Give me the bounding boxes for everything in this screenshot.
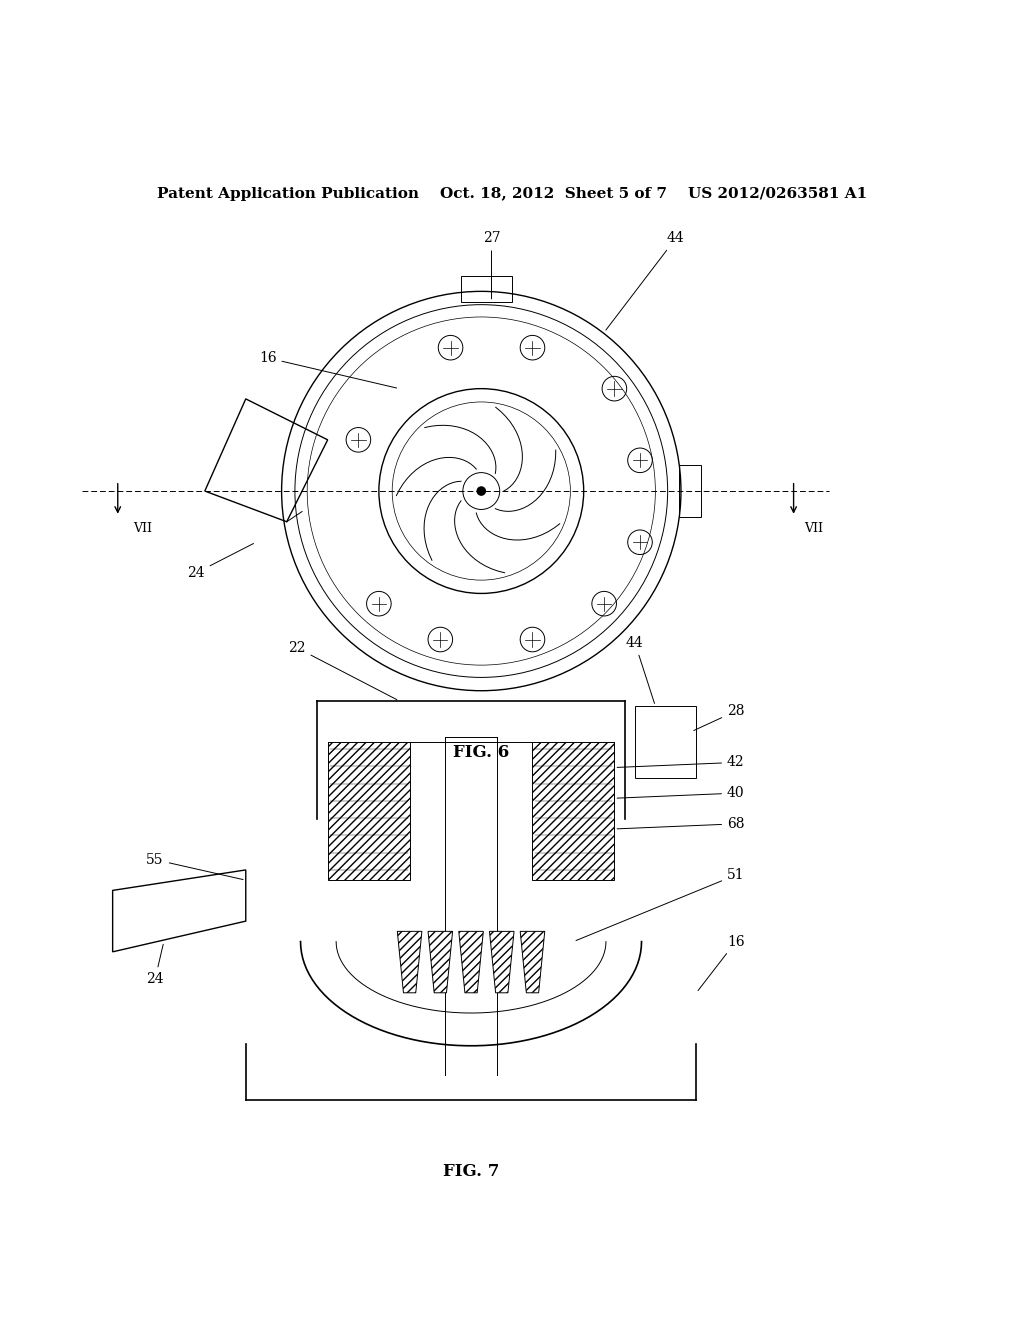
Text: VII: VII bbox=[804, 521, 823, 535]
Polygon shape bbox=[520, 932, 545, 993]
Text: 16: 16 bbox=[698, 935, 744, 990]
Text: 22: 22 bbox=[288, 642, 397, 700]
Bar bbox=[328, 742, 410, 880]
Text: VII: VII bbox=[133, 521, 153, 535]
Text: 40: 40 bbox=[617, 787, 744, 800]
Polygon shape bbox=[428, 932, 453, 993]
Text: 55: 55 bbox=[146, 853, 243, 879]
Text: 27: 27 bbox=[482, 231, 501, 298]
Text: FIG. 6: FIG. 6 bbox=[454, 743, 509, 760]
Circle shape bbox=[477, 487, 485, 495]
Text: 44: 44 bbox=[606, 231, 685, 330]
Text: 44: 44 bbox=[626, 636, 654, 704]
Text: 16: 16 bbox=[259, 351, 396, 388]
Text: 24: 24 bbox=[187, 544, 254, 579]
Polygon shape bbox=[489, 932, 514, 993]
Text: 51: 51 bbox=[577, 869, 744, 941]
Bar bbox=[679, 466, 701, 516]
Text: 24: 24 bbox=[146, 944, 164, 986]
Text: Patent Application Publication    Oct. 18, 2012  Sheet 5 of 7    US 2012/0263581: Patent Application Publication Oct. 18, … bbox=[157, 187, 867, 201]
Bar bbox=[461, 276, 512, 301]
Bar bbox=[532, 742, 614, 880]
Text: FIG. 7: FIG. 7 bbox=[442, 1163, 500, 1180]
Polygon shape bbox=[459, 932, 483, 993]
Text: 68: 68 bbox=[617, 817, 744, 830]
Polygon shape bbox=[397, 932, 422, 993]
Text: 28: 28 bbox=[693, 704, 744, 730]
Bar bbox=[635, 706, 696, 777]
Text: 42: 42 bbox=[617, 755, 744, 770]
